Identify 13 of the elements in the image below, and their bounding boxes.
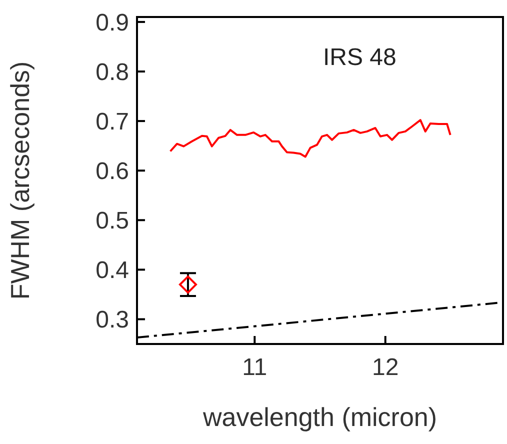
x-tick-label: 11: [242, 354, 268, 382]
x-tick-label: 12: [372, 354, 399, 382]
line-series: [169, 119, 452, 158]
y-tick-label: 0.7: [96, 108, 129, 136]
x-axis-title: wavelength (micron): [202, 402, 438, 432]
y-tick-label: 0.4: [96, 257, 129, 284]
y-tick-label: 0.5: [96, 208, 129, 235]
y-tick-label: 0.9: [96, 9, 129, 36]
y-tick-label: 0.3: [96, 306, 129, 334]
y-tick-label: 0.6: [96, 158, 129, 186]
annotation: IRS 48: [323, 44, 396, 72]
y-tick-label: 0.8: [96, 59, 129, 86]
y-axis-title: FWHM (arcseconds): [5, 61, 36, 300]
